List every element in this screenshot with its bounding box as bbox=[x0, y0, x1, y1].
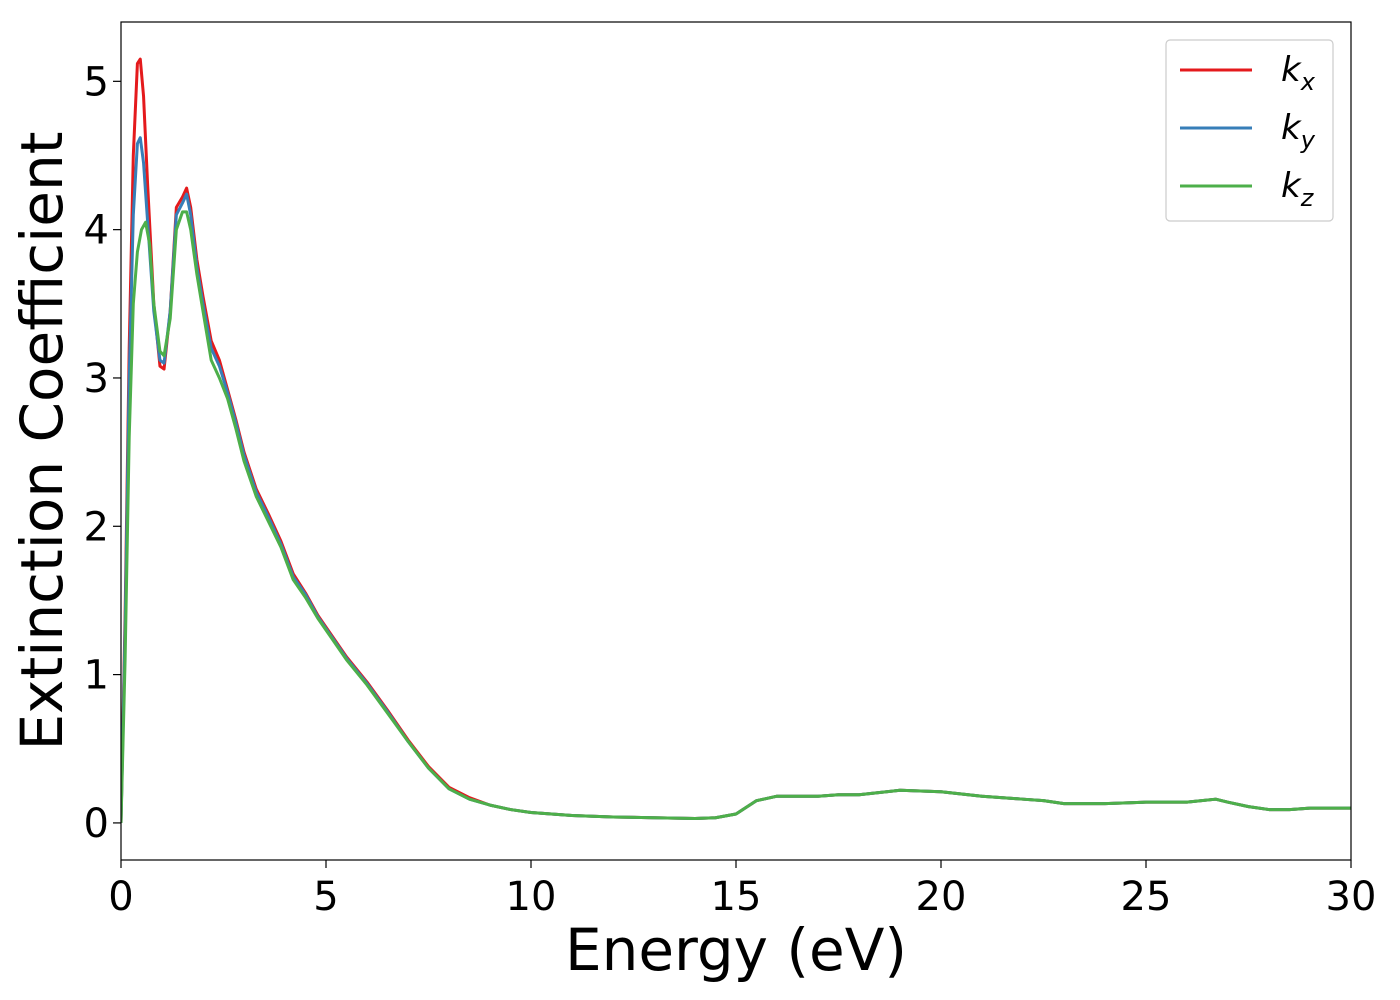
y-axis: 0 1 2 3 4 5 bbox=[84, 59, 121, 847]
y-tick-label: 3 bbox=[84, 356, 109, 402]
x-tick-label: 25 bbox=[1121, 874, 1172, 920]
y-tick-label: 4 bbox=[84, 208, 109, 254]
legend-label-k-y: ky bbox=[1281, 108, 1316, 154]
x-axis-label: Energy (eV) bbox=[565, 916, 907, 984]
y-tick-label: 0 bbox=[84, 801, 109, 847]
x-axis: 0 5 10 15 20 25 30 bbox=[108, 860, 1376, 920]
legend-box bbox=[1165, 39, 1334, 222]
series-line-k-z bbox=[121, 210, 1351, 823]
legend-label-k-z: kz bbox=[1281, 166, 1315, 212]
series-layer bbox=[121, 57, 1351, 823]
x-tick-label: 15 bbox=[711, 874, 762, 920]
y-axis-label: Extinction Coefficient bbox=[8, 132, 76, 751]
y-tick-label: 5 bbox=[84, 59, 109, 105]
x-tick-label: 0 bbox=[108, 874, 133, 920]
x-tick-label: 10 bbox=[506, 874, 557, 920]
x-tick-label: 5 bbox=[313, 874, 338, 920]
legend-label-k-x: kx bbox=[1281, 50, 1316, 96]
x-tick-label: 30 bbox=[1326, 874, 1377, 920]
legend: kx ky kz bbox=[1165, 39, 1334, 222]
y-tick-label: 2 bbox=[84, 504, 109, 550]
x-tick-label: 20 bbox=[916, 874, 967, 920]
y-tick-label: 1 bbox=[84, 653, 109, 699]
